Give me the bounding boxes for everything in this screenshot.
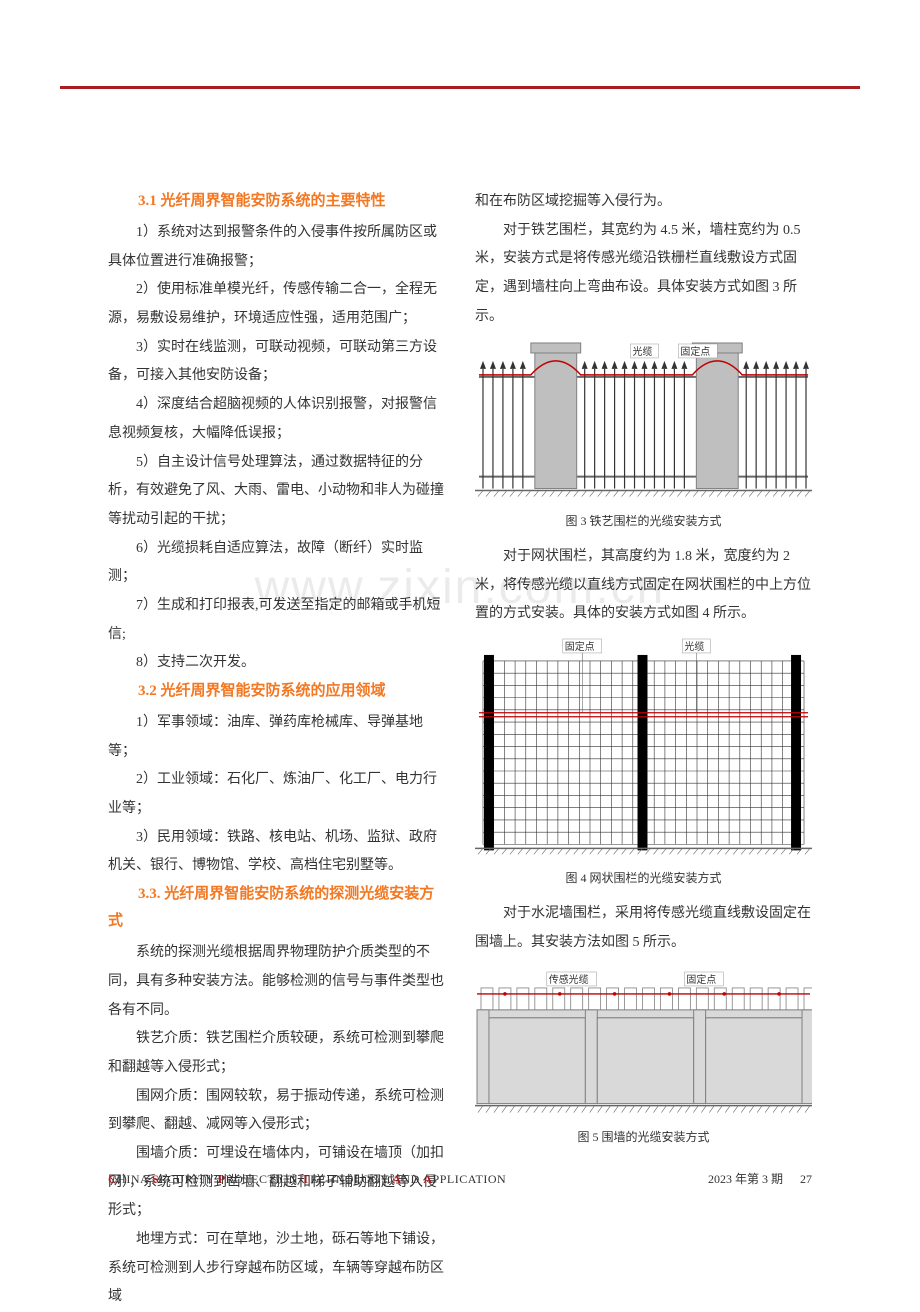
s32-list: 1）军事领域：油库、弹药库枪械库、导弹基地等；2）工业领域：石化厂、炼油厂、化工… — [108, 709, 445, 881]
wall-fence-para: 对于水泥墙围栏，采用将传感光缆直线敷设固定在围墙上。其安装方法如图 5 所示。 — [475, 900, 812, 957]
right-column: 和在布防区域挖掘等入侵行为。 对于铁艺围栏，其宽约为 4.5 米，墙柱宽约为 0… — [475, 188, 812, 1312]
body-para: 围网介质：围网较软，易于振动传递，系统可检测到攀爬、翻越、减网等入侵形式； — [108, 1083, 445, 1140]
body-para: 7）生成和打印报表,可发送至指定的邮箱或手机短信; — [108, 592, 445, 649]
continuation-para: 和在布防区域挖掘等入侵行为。 — [475, 188, 812, 217]
body-para: 2）使用标准单模光纤，传感传输二合一，全程无源，易敷设易维护，环境适应性强，适用… — [108, 276, 445, 333]
page-footer: CHINA SECURITY PROTECTION TECHNOLOGY AND… — [108, 1170, 812, 1187]
body-para: 1）系统对达到报警条件的入侵事件按所属防区或具体位置进行准确报警； — [108, 219, 445, 276]
svg-text:固定点: 固定点 — [565, 640, 595, 653]
body-para: 2）工业领域：石化厂、炼油厂、化工厂、电力行业等； — [108, 766, 445, 823]
content-columns: 3.1 光纤周界智能安防系统的主要特性 1）系统对达到报警条件的入侵事件按所属防… — [108, 188, 812, 1312]
footer-issue-page: 2023 年第 3 期 27 — [708, 1170, 812, 1187]
body-para: 4）深度结合超脑视频的人体识别报警，对报警信息视频复核，大幅降低误报； — [108, 391, 445, 448]
iron-fence-para: 对于铁艺围栏，其宽约为 4.5 米，墙柱宽约为 0.5 米，安装方式是将传感光缆… — [475, 217, 812, 332]
heading-3-1: 3.1 光纤周界智能安防系统的主要特性 — [108, 188, 445, 215]
svg-text:固定点: 固定点 — [686, 973, 716, 986]
figure-5-caption: 图 5 围墙的光缆安装方式 — [475, 1128, 812, 1145]
footer-brand: CHINA SECURITY PROTECTION TECHNOLOGY AND… — [108, 1172, 506, 1187]
figure-3-caption: 图 3 铁艺围栏的光缆安装方式 — [475, 512, 812, 529]
figure-4-caption: 图 4 网状围栏的光缆安装方式 — [475, 869, 812, 886]
body-para: 铁艺介质：铁艺围栏介质较硬，系统可检测到攀爬和翻越等入侵形式； — [108, 1025, 445, 1082]
heading-3-2: 3.2 光纤周界智能安防系统的应用领域 — [108, 678, 445, 705]
body-para: 6）光缆损耗自适应算法，故障（断纤）实时监测； — [108, 535, 445, 592]
top-red-bar — [60, 86, 860, 89]
figure-4: 固定点 光缆 — [475, 637, 812, 856]
footer-page-number: 27 — [800, 1172, 812, 1186]
body-para: 地埋方式：可在草地，沙土地，砾石等地下铺设，系统可检测到人步行穿越布防区域，车辆… — [108, 1226, 445, 1312]
figure-5: 传感光缆 固定点 — [475, 966, 812, 1116]
svg-text:传感光缆: 传感光缆 — [549, 973, 589, 986]
heading-3-3: 3.3. 光纤周界智能安防系统的探测光缆安装方式 — [108, 881, 445, 935]
body-para: 3）实时在线监测，可联动视频，可联动第三方设备，可接入其他安防设备； — [108, 334, 445, 391]
svg-text:光缆: 光缆 — [684, 640, 704, 653]
body-para: 1）军事领域：油库、弹药库枪械库、导弹基地等； — [108, 709, 445, 766]
body-para: 5）自主设计信号处理算法，通过数据特征的分析，有效避免了风、大雨、雷电、小动物和… — [108, 449, 445, 535]
footer-issue: 2023 年第 3 期 — [708, 1172, 783, 1186]
figure-3: 光缆 固定点 — [475, 339, 812, 499]
svg-text:固定点: 固定点 — [680, 345, 710, 358]
s33-paras: 系统的探测光缆根据周界物理防护介质类型的不同，具有多种安装方法。能够检测的信号与… — [108, 939, 445, 1312]
body-para: 3）民用领域：铁路、核电站、机场、监狱、政府机关、银行、博物馆、学校、高档住宅别… — [108, 824, 445, 881]
s31-list: 1）系统对达到报警条件的入侵事件按所属防区或具体位置进行准确报警；2）使用标准单… — [108, 219, 445, 678]
body-para: 系统的探测光缆根据周界物理防护介质类型的不同，具有多种安装方法。能够检测的信号与… — [108, 939, 445, 1025]
mesh-fence-para: 对于网状围栏，其高度约为 1.8 米，宽度约为 2 米，将传感光缆以直线方式固定… — [475, 543, 812, 629]
svg-text:光缆: 光缆 — [633, 345, 653, 358]
body-para: 8）支持二次开发。 — [108, 649, 445, 678]
left-column: 3.1 光纤周界智能安防系统的主要特性 1）系统对达到报警条件的入侵事件按所属防… — [108, 188, 445, 1312]
